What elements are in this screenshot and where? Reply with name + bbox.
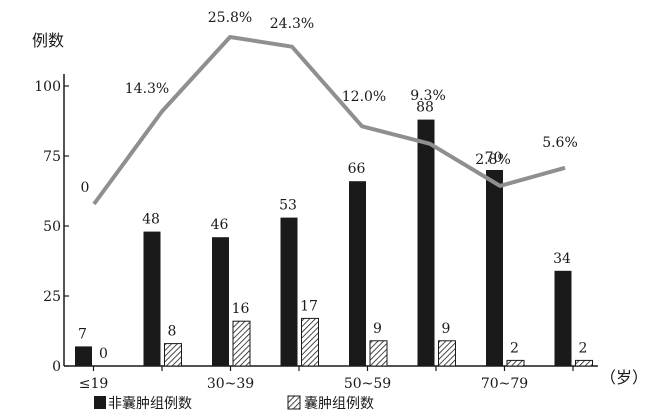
data-label-non-cyst: 66 (348, 161, 366, 177)
data-label-cyst: 9 (442, 321, 451, 337)
rate-line (92, 35, 566, 206)
rate-label: 5.6% (542, 135, 578, 151)
rate-label: 9.3% (410, 88, 446, 104)
data-label-cyst: 9 (373, 321, 382, 337)
bar-non-cyst (143, 231, 161, 366)
bar-non-cyst (349, 181, 366, 366)
data-label-cyst: 16 (232, 301, 250, 317)
data-label-non-cyst: 88 (416, 100, 434, 116)
y-tick-label: 0 (52, 359, 61, 375)
y-tick-label: 50 (43, 219, 61, 235)
x-axis-unit: （岁） (600, 368, 648, 387)
rate-label: 14.3% (125, 81, 169, 97)
bar-cyst (369, 340, 388, 367)
bar-non-cyst (554, 270, 572, 366)
rate-label: 25.8% (208, 10, 252, 26)
bar-non-cyst (75, 346, 92, 366)
data-label-cyst: 8 (168, 324, 177, 340)
rate-label: 12.0% (342, 89, 386, 105)
x-tick-label: ≤19 (79, 376, 109, 392)
bar-cyst (232, 320, 251, 367)
data-label-cyst: 0 (99, 346, 108, 362)
data-label-non-cyst: 48 (142, 212, 160, 228)
bar-non-cyst (417, 119, 435, 366)
bar-cyst (575, 359, 593, 367)
rate-label: 2.8% (475, 152, 511, 168)
x-tick-label: 50~59 (344, 376, 391, 392)
data-label-non-cyst: 53 (279, 198, 297, 214)
x-tick-label: 70~79 (481, 376, 528, 392)
y-tick-label: 100 (34, 79, 61, 95)
data-label-non-cyst: 34 (553, 251, 571, 267)
data-label-cyst: 17 (300, 298, 318, 314)
data-label-non-cyst: 70 (485, 150, 503, 166)
data-label-non-cyst: 46 (211, 217, 229, 233)
legend-label-non-cyst: 非囊肿组例数 (108, 395, 192, 412)
bar-non-cyst (486, 170, 503, 366)
bar-cyst (164, 343, 182, 367)
legend-swatch-non-cyst (94, 396, 106, 409)
data-label-non-cyst: 7 (78, 326, 87, 342)
data-label-cyst: 2 (579, 340, 588, 356)
bar-cyst (301, 317, 319, 367)
rate-label: 0 (81, 180, 90, 196)
legend: 非囊肿组例数 囊肿组例数 (94, 395, 374, 412)
y-tick-label: 75 (43, 149, 61, 165)
bar-cyst (438, 340, 456, 367)
legend-label-cyst: 囊肿组例数 (304, 395, 374, 412)
x-tick-label: 30~39 (207, 376, 254, 392)
y-tick-label: 25 (43, 289, 61, 305)
bar-non-cyst (212, 237, 229, 366)
data-label-cyst: 2 (510, 340, 519, 356)
bar-cyst (506, 359, 525, 367)
y-axis-title: 例数 (32, 31, 64, 50)
bar-non-cyst (280, 217, 298, 366)
legend-swatch-cyst (287, 395, 301, 410)
rate-label: 24.3% (270, 16, 314, 32)
